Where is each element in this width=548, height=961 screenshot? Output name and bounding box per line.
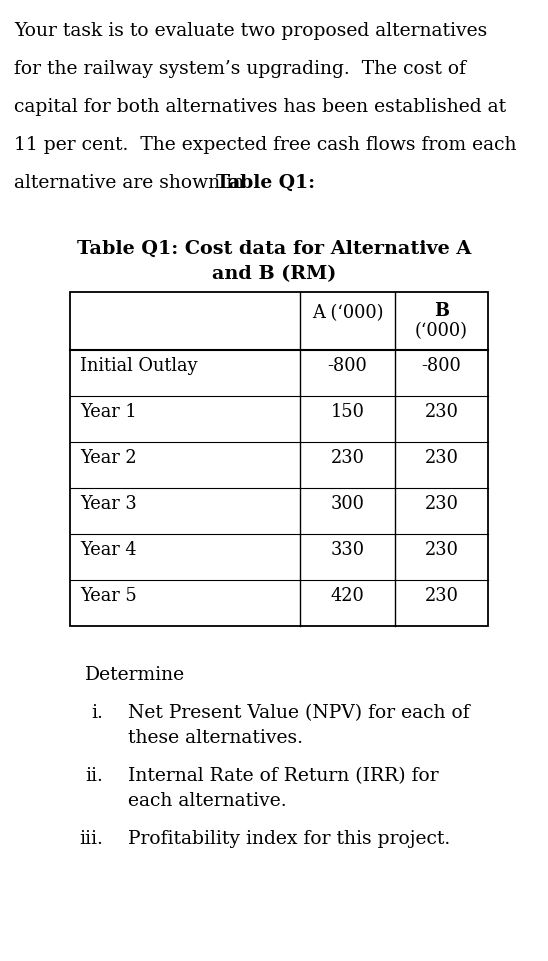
Text: Year 1: Year 1 — [80, 403, 136, 421]
Text: Determine: Determine — [85, 666, 185, 684]
Text: i.: i. — [91, 704, 103, 722]
Text: capital for both alternatives has been established at: capital for both alternatives has been e… — [14, 98, 506, 116]
Text: Net Present Value (NPV) for each of: Net Present Value (NPV) for each of — [128, 704, 470, 722]
Text: A (‘000): A (‘000) — [312, 304, 383, 322]
Text: for the railway system’s upgrading.  The cost of: for the railway system’s upgrading. The … — [14, 60, 466, 78]
Text: 150: 150 — [330, 403, 364, 421]
Bar — [70, 292, 488, 626]
Text: Profitability index for this project.: Profitability index for this project. — [128, 830, 450, 848]
Text: Your task is to evaluate two proposed alternatives: Your task is to evaluate two proposed al… — [14, 22, 487, 40]
Text: -800: -800 — [328, 357, 367, 375]
Text: ii.: ii. — [85, 767, 103, 785]
Text: -800: -800 — [421, 357, 461, 375]
Text: Internal Rate of Return (IRR) for: Internal Rate of Return (IRR) for — [128, 767, 438, 785]
Text: Year 3: Year 3 — [80, 495, 137, 513]
Text: Initial Outlay: Initial Outlay — [80, 357, 197, 375]
Text: these alternatives.: these alternatives. — [128, 729, 303, 747]
Text: 420: 420 — [330, 587, 364, 605]
Text: 230: 230 — [330, 449, 364, 467]
Text: (‘000): (‘000) — [415, 322, 468, 340]
Text: 230: 230 — [425, 449, 459, 467]
Text: 230: 230 — [425, 403, 459, 421]
Text: 230: 230 — [425, 587, 459, 605]
Text: B: B — [434, 302, 449, 320]
Text: 230: 230 — [425, 495, 459, 513]
Text: 300: 300 — [330, 495, 364, 513]
Text: 230: 230 — [425, 541, 459, 559]
Text: Table Q1:: Table Q1: — [216, 174, 316, 192]
Text: Year 2: Year 2 — [80, 449, 136, 467]
Text: Year 4: Year 4 — [80, 541, 136, 559]
Text: 330: 330 — [330, 541, 364, 559]
Text: 11 per cent.  The expected free cash flows from each: 11 per cent. The expected free cash flow… — [14, 136, 517, 154]
Text: Table Q1: Cost data for Alternative A: Table Q1: Cost data for Alternative A — [77, 240, 471, 258]
Text: Year 5: Year 5 — [80, 587, 137, 605]
Text: iii.: iii. — [79, 830, 103, 848]
Text: and B (RM): and B (RM) — [212, 265, 336, 283]
Text: alternative are shown in: alternative are shown in — [14, 174, 250, 192]
Text: each alternative.: each alternative. — [128, 792, 287, 810]
